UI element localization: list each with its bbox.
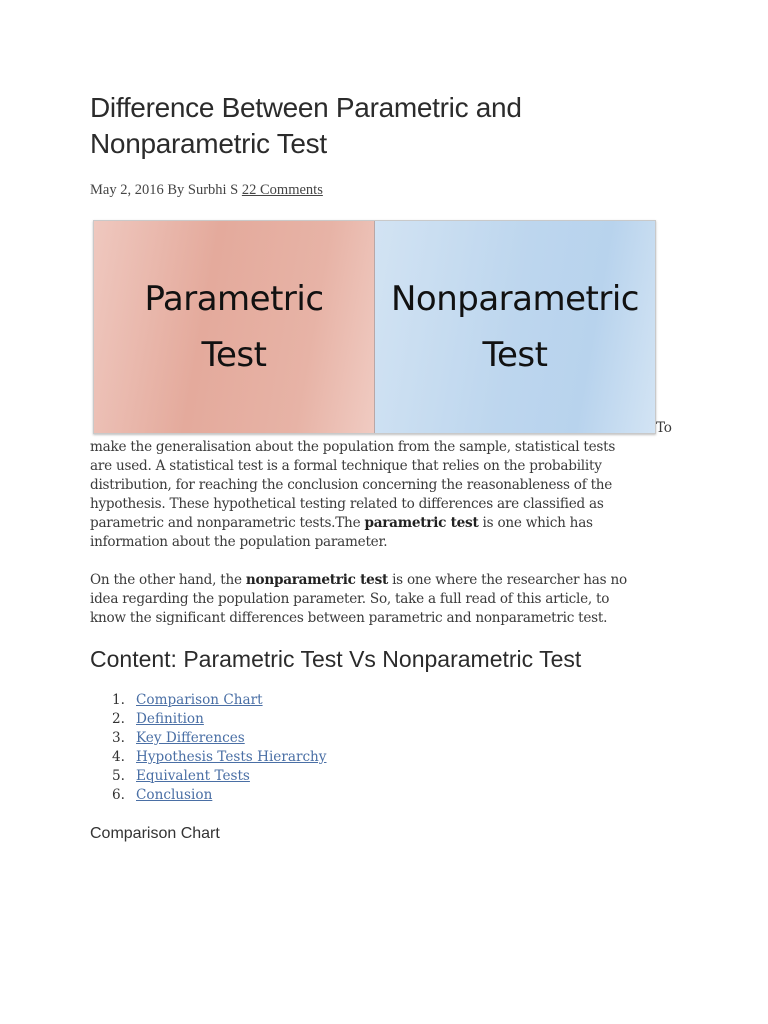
toc-number: 1. [112, 692, 125, 708]
hero-image: Parametric Test Nonparametric Test [93, 220, 656, 434]
toc-number: 6. [112, 787, 125, 803]
toc-item: 5. Equivalent Tests [112, 768, 250, 784]
toc-link[interactable]: Conclusion [136, 787, 213, 803]
parametric-panel: Parametric Test [94, 221, 375, 433]
panel-text: Test [201, 335, 267, 375]
toc-item: 2. Definition [112, 711, 204, 727]
bold-term: nonparametric test [245, 572, 388, 588]
bold-term: parametric test [364, 515, 479, 531]
toc-number: 4. [112, 749, 125, 765]
para2-line: On the other hand, the nonparametric tes… [90, 572, 627, 588]
toc-number: 2. [112, 711, 125, 727]
panel-text: Nonparametric [390, 279, 640, 319]
toc-item: 3. Key Differences [112, 730, 245, 746]
nonparametric-panel: Nonparametric Test [375, 221, 655, 433]
para1-line: parametric and nonparametric tests.The p… [90, 515, 593, 531]
para1-line: make the generalisation about the popula… [90, 439, 616, 455]
para1-line: hypothesis. These hypothetical testing r… [90, 496, 604, 512]
content-heading: Content: Parametric Test Vs Nonparametri… [90, 646, 582, 672]
page-title-line-2: Nonparametric Test [90, 128, 327, 159]
text: is one which has [478, 515, 593, 531]
panel-text: Parametric [144, 279, 324, 319]
text: parametric and nonparametric tests.The [90, 515, 365, 531]
toc-item: 6. Conclusion [112, 787, 212, 803]
toc-link[interactable]: Comparison Chart [136, 692, 263, 708]
toc-item: 4. Hypothesis Tests Hierarchy [112, 749, 327, 765]
para2-line: idea regarding the population parameter.… [90, 591, 610, 607]
toc-link[interactable]: Hypothesis Tests Hierarchy [136, 749, 327, 765]
text: On the other hand, the [90, 572, 246, 588]
toc-link[interactable]: Key Differences [136, 730, 245, 746]
para1-line: distribution, for reaching the conclusio… [90, 477, 613, 493]
toc-item: 1. Comparison Chart [112, 692, 263, 708]
text: is one where the researcher has no [388, 572, 627, 588]
para2-line: know the significant differences between… [90, 610, 608, 626]
toc-number: 3. [112, 730, 125, 746]
para1-line: are used. A statistical test is a formal… [90, 458, 602, 474]
section-heading: Comparison Chart [90, 825, 220, 842]
post-date: May 2, 2016 [90, 182, 164, 198]
comments-link[interactable]: 22 Comments [241, 182, 323, 198]
post-meta: May 2, 2016 By Surbhi S 22 Comments [90, 182, 323, 199]
by-label: By [167, 182, 185, 198]
author: Surbhi S [187, 182, 239, 198]
para1-to: To [656, 420, 672, 436]
toc-link[interactable]: Definition [136, 711, 204, 727]
page-title-line-1: Difference Between Parametric and [90, 92, 522, 123]
toc-number: 5. [112, 768, 125, 784]
para1-line: information about the population paramet… [90, 534, 388, 550]
panel-text: Test [482, 335, 548, 375]
toc-link[interactable]: Equivalent Tests [136, 768, 250, 784]
